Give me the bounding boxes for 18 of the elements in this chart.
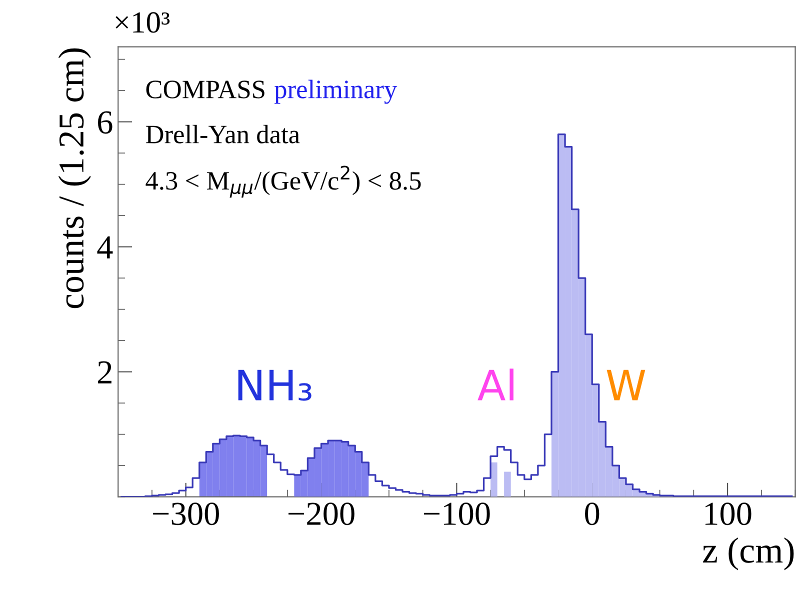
x-tick-label: −300	[153, 502, 219, 526]
annotation: 4.3 < M$_{μμ}$/(GeV/c$^{2}$) < 8.5	[146, 166, 421, 198]
annotation: Al	[478, 368, 514, 400]
x-tick-label: 100	[705, 502, 752, 526]
annotation: preliminary	[274, 80, 398, 104]
annotation: W	[606, 370, 646, 400]
annotation: Drell-Yan data	[146, 124, 300, 144]
y-tick-label: 6	[98, 111, 112, 134]
x-tick-label: −100	[424, 502, 490, 526]
x-tick-label: −200	[288, 502, 354, 526]
x-tick-label: 0	[585, 502, 600, 526]
annotation: NH₃	[238, 370, 312, 401]
annotation: COMPASS	[146, 80, 264, 98]
y-axis-title: counts / (1.25 cm)	[58, 48, 92, 308]
x-axis-title: z (cm)	[702, 537, 794, 570]
y-tick-label: 4	[97, 236, 113, 258]
y-tick-label: 2	[98, 361, 112, 384]
text: ×10³	[116, 12, 170, 33]
